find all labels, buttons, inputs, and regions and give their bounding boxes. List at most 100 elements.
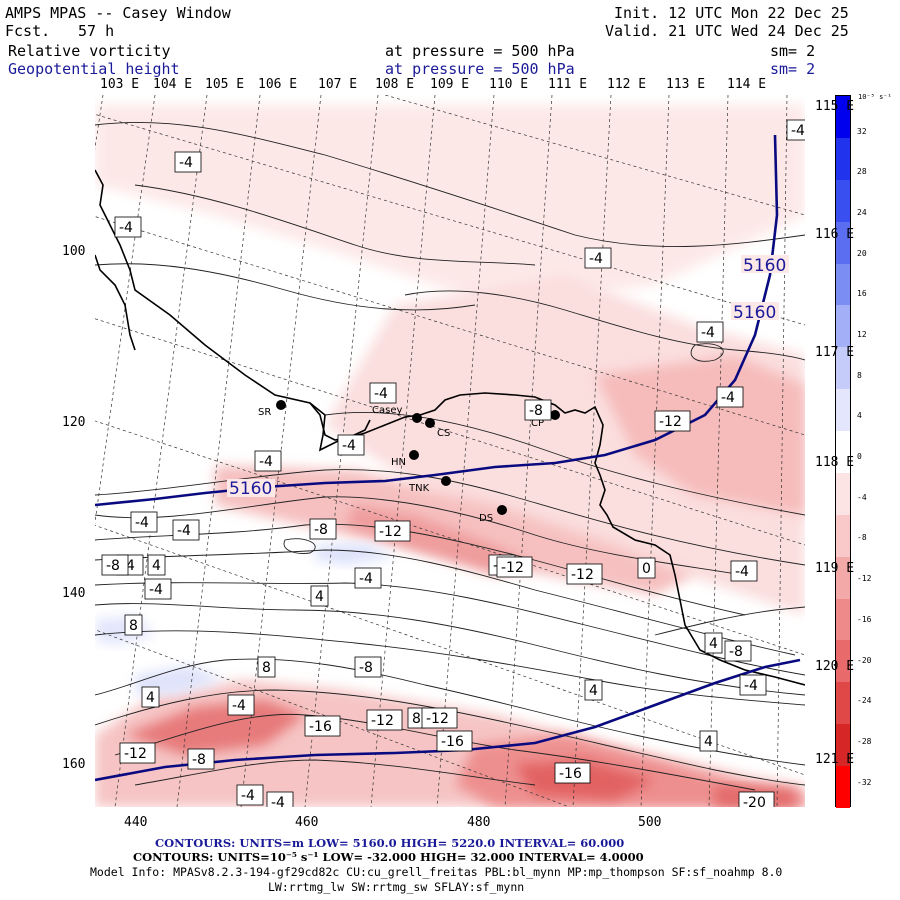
colorbar-tick-label: 16 xyxy=(857,289,867,299)
colorbar-tick-label: -4 xyxy=(857,492,867,502)
lon-label: 106 E xyxy=(258,77,298,92)
vorticity-contour-label: -4 xyxy=(119,220,133,236)
lon-label: 104 E xyxy=(153,77,193,92)
colorbar-tick-label: -12 xyxy=(857,574,872,584)
lon-label: 111 E xyxy=(548,77,588,92)
vorticity-contour-label: -16 xyxy=(559,766,582,782)
field-vorticity-pressure: at pressure = 500 hPa xyxy=(385,42,575,60)
lon-label: 114 E xyxy=(727,77,767,92)
lon-label-right: 118 E xyxy=(815,455,855,470)
vorticity-label-box xyxy=(187,748,215,770)
station-marker-cp[interactable] xyxy=(550,410,560,420)
vorticity-label-box xyxy=(254,450,282,472)
colorbar-tick-label: 20 xyxy=(857,248,867,258)
vorticity-label-box xyxy=(354,567,382,589)
vorticity-contour-label: -4 xyxy=(589,251,603,267)
station-label: SR xyxy=(258,407,271,418)
vorticity-contour-label: 4 xyxy=(589,683,598,699)
vorticity-label-box xyxy=(584,247,612,269)
vorticity-label-box xyxy=(716,386,744,408)
vorticity-label-box xyxy=(147,554,166,576)
vorticity-label-box xyxy=(101,554,129,576)
vorticity-contour-label: -4 xyxy=(735,564,749,580)
vorticity-contour-label: 4 xyxy=(704,734,713,750)
station-marker-ds[interactable] xyxy=(497,505,507,515)
vorticity-label-box xyxy=(584,679,603,701)
station-label: CP xyxy=(531,418,544,429)
colorbar-tick-label: 32 xyxy=(857,126,867,136)
colorbar xyxy=(835,95,851,808)
height-contour-label: 5160 xyxy=(743,256,786,276)
vorticity-label-box xyxy=(257,656,276,678)
lon-label: 110 E xyxy=(489,77,529,92)
colorbar-segment xyxy=(836,598,850,641)
vorticity-label-box xyxy=(172,519,200,541)
colorbar-units: 10⁻⁵ s⁻¹ xyxy=(858,93,892,101)
vorticity-contour-label: -12 xyxy=(571,567,594,583)
vorticity-label-box xyxy=(304,715,341,737)
lon-label: 109 E xyxy=(430,77,470,92)
vorticity-contour-label: -8 xyxy=(359,660,373,676)
colorbar-segment xyxy=(836,221,850,264)
lon-label-right: 117 E xyxy=(815,345,855,360)
station-marker-hn[interactable] xyxy=(409,450,419,460)
vorticity-contour-label: -20 xyxy=(743,795,766,807)
vorticity-contour-label: -8 xyxy=(729,644,743,660)
vorticity-contour-label: -4 xyxy=(232,698,246,714)
station-marker-sr[interactable] xyxy=(276,400,286,410)
station-label: DS xyxy=(479,513,493,524)
lon-label: 103 E xyxy=(100,77,140,92)
vorticity-contour-label: 0 xyxy=(642,561,651,577)
colorbar-segment xyxy=(836,389,850,431)
colorbar-tick-label: -24 xyxy=(857,696,872,706)
vorticity-contour-label: -12 xyxy=(659,414,682,430)
footer-model-info: Model Info: MPASv8.2.3-194-gf29cd82c CU:… xyxy=(90,865,783,879)
colorbar-segment xyxy=(836,514,850,557)
vorticity-contour-label: -4 xyxy=(241,788,255,804)
vorticity-label-box xyxy=(566,563,603,585)
vorticity-contour-label: -12 xyxy=(379,524,402,540)
lon-label-right: 121 E xyxy=(815,752,855,767)
map-panel: 5160 5160 5160 SR Casey CS CP HN TNK DS … xyxy=(95,95,805,807)
vorticity-label-box xyxy=(654,410,691,432)
station-marker-cs[interactable] xyxy=(425,418,435,428)
lon-label: 108 E xyxy=(375,77,415,92)
coastline xyxy=(95,169,805,686)
vorticity-label-box xyxy=(114,216,142,238)
vorticity-label-box xyxy=(227,694,255,716)
vorticity-contour-label: 4 xyxy=(146,690,155,706)
lon-label: 105 E xyxy=(205,77,245,92)
vorticity-contour-label: -4 xyxy=(359,571,373,587)
lon-label: 113 E xyxy=(666,77,706,92)
vorticity-contour-label: 4 xyxy=(709,636,718,652)
vorticity-label-box xyxy=(144,578,172,600)
valid-time: Valid. 21 UTC Wed 24 Dec 25 xyxy=(605,22,849,40)
colorbar-tick-label: 12 xyxy=(857,330,867,340)
vorticity-contour-label: -4 xyxy=(701,325,715,341)
height-labels: 5160 5160 5160 xyxy=(227,255,789,499)
lon-label-right: 119 E xyxy=(815,561,855,576)
vorticity-contour-label: 8 xyxy=(129,618,138,634)
colorbar-segment xyxy=(836,640,850,683)
vorticity-label-box xyxy=(119,742,156,764)
height-contour-label: 5160 xyxy=(229,479,272,499)
vorticity-contour-label: -16 xyxy=(309,719,332,735)
y-tick-label: 160 xyxy=(62,757,86,772)
lon-label-right: 120 E xyxy=(815,659,855,674)
vorticity-contour-label: -12 xyxy=(426,711,449,727)
colorbar-segment xyxy=(836,263,850,306)
vorticity-contour-label: -4 xyxy=(259,454,273,470)
colorbar-tick-label: -16 xyxy=(857,614,872,624)
vorticity-contour-label: -8 xyxy=(106,558,120,574)
station-marker-tnk[interactable] xyxy=(441,476,451,486)
field-vorticity-smooth: sm= 2 xyxy=(770,42,816,60)
init-time: Init. 12 UTC Mon 22 Dec 25 xyxy=(614,4,849,22)
vorticity-contour-label: 8 xyxy=(262,660,271,676)
station-marker-casey[interactable] xyxy=(412,413,422,423)
vorticity-contour-label: -4 xyxy=(721,390,735,406)
field-height-name: Geopotential height xyxy=(8,60,180,78)
station-label: CS xyxy=(437,428,450,439)
vorticity-label-box xyxy=(354,656,382,678)
vorticity-label-box xyxy=(496,556,533,578)
x-tick-label: 460 xyxy=(295,815,319,830)
